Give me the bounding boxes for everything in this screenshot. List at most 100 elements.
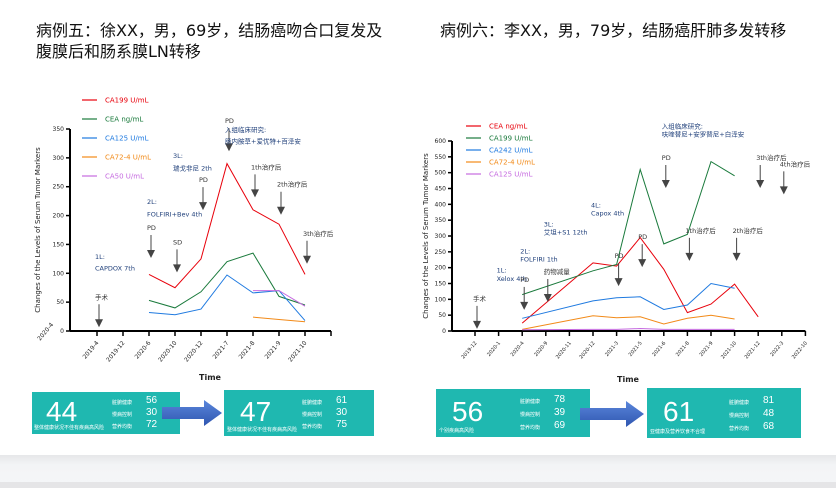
series-line xyxy=(253,290,306,307)
x-tick-label: 2022-10 xyxy=(791,340,809,360)
annotation-label: 手术 xyxy=(95,292,109,301)
x-tick-label: 2022-3 xyxy=(769,340,785,357)
metric-value: 72 xyxy=(146,419,158,430)
x-tick-label: 2020-11 xyxy=(555,340,573,360)
series-line xyxy=(522,282,735,319)
annotation-arrow-head xyxy=(661,180,670,188)
bottom-divider xyxy=(0,482,836,488)
score-subtitle: 亚健康及营养饮食不合理 xyxy=(650,429,706,435)
metric-value: 68 xyxy=(763,421,775,432)
annotation-label: 3L: xyxy=(544,221,554,229)
x-tick-label: 2019-12 xyxy=(460,340,478,360)
y-tick-label: 50 xyxy=(438,312,446,319)
metric-value: 78 xyxy=(554,394,566,405)
annotation-label: 1th治疗后 xyxy=(685,226,716,235)
metric-value: 69 xyxy=(554,420,566,431)
y-tick-label: 150 xyxy=(435,281,447,288)
y-tick-label: 0 xyxy=(442,328,446,335)
annotation-label: PD xyxy=(520,276,529,284)
annotation-label: 4th治疗后 xyxy=(780,159,811,168)
annotation-arrow-head xyxy=(685,252,694,261)
score-card-after: 47 整体健康状况不佳有疾病高风险 脏腑健康 慢病控制 营养均衡 61 30 7… xyxy=(224,390,374,436)
annotation-label: 入组临床研究: xyxy=(662,121,703,130)
y-tick-label: 250 xyxy=(53,184,65,191)
annotation-label: PD xyxy=(225,117,234,125)
arrow-right-icon xyxy=(162,400,222,426)
y-tick-label: 300 xyxy=(435,233,447,240)
y-tick-label: 450 xyxy=(435,186,447,193)
legend-label: CEA ng/mL xyxy=(489,123,527,131)
annotation-label: 1L: xyxy=(497,266,507,274)
annotation-label: SD xyxy=(173,238,182,246)
y-tick-label: 350 xyxy=(435,217,447,224)
score-value: 47 xyxy=(240,396,272,427)
score-subtitle: 个别疾病高风险 xyxy=(439,428,475,434)
metric-value: 30 xyxy=(336,407,348,418)
y-tick-label: 500 xyxy=(435,170,447,177)
metric-value: 61 xyxy=(336,395,348,406)
annotation-label: CAPDOX 7th xyxy=(95,264,135,272)
score-subtitle: 整体健康状况不佳有疾病高风险 xyxy=(227,427,298,433)
annotation-arrow-head xyxy=(756,180,765,188)
legend-label: CA125 U/mL xyxy=(105,135,149,143)
annotation-label: PD xyxy=(615,252,624,260)
metric-label: 脏腑健康 xyxy=(520,399,541,405)
case-5-title: 病例五：徐XX，男，69岁，结肠癌吻合口复发及腹膜后和肠系膜LN转移 xyxy=(36,21,383,61)
case-6-title: 病例六：李XX，男，79岁，结肠癌肝肺多发转移 xyxy=(440,21,787,40)
metric-label: 脏腑健康 xyxy=(302,400,323,406)
annotation-arrow-head xyxy=(303,255,311,264)
annotation-arrow-head xyxy=(199,202,207,211)
annotation-label: 1th治疗后 xyxy=(251,162,282,171)
series-line xyxy=(522,327,735,331)
annotation-arrow-head xyxy=(614,278,623,287)
annotation-label: PD xyxy=(638,233,647,241)
x-tick-label: 2021-12 xyxy=(744,340,762,360)
annotation-label: 2th治疗后 xyxy=(733,226,764,235)
annotation-arrow-head xyxy=(520,301,529,310)
legend-label: CA72-4 U/mL xyxy=(489,159,535,167)
y-tick-label: 550 xyxy=(435,154,447,161)
annotation-label: 呋喹替尼+安罗替尼+白泽安 xyxy=(662,129,745,138)
score-card-before: 44 整体健康状况不佳有疾病高风险 脏腑健康 慢病控制 营养均衡 56 30 7… xyxy=(32,392,180,434)
x-tick-label: 2020-1 xyxy=(486,340,502,357)
annotation-label: 2L: xyxy=(520,247,530,255)
x-tick-label: 2020-4 xyxy=(510,340,526,357)
score-subtitle: 整体健康状况不佳有疾病高风险 xyxy=(34,425,105,431)
annotation-label: 2th治疗后 xyxy=(277,180,308,189)
annotation-label: 2L: xyxy=(147,198,157,206)
y-tick-label: 350 xyxy=(53,126,65,133)
annotation-label: 手术 xyxy=(473,294,487,303)
annotation-label: 药物减量 xyxy=(544,267,571,276)
metric-label: 慢病控制 xyxy=(112,412,133,418)
series-line xyxy=(148,162,306,289)
legend-label: CA125 U/mL xyxy=(489,171,533,179)
metric-label: 营养均衡 xyxy=(729,426,750,432)
x-axis-label: Time xyxy=(199,373,222,382)
metric-value: 48 xyxy=(763,408,775,419)
score-value: 56 xyxy=(452,396,484,427)
y-tick-label: 200 xyxy=(53,213,65,220)
x-tick-label: 2021-8 xyxy=(675,340,691,357)
metric-value: 75 xyxy=(336,419,348,430)
series-line xyxy=(522,314,735,330)
score-card-before: 56 个别疾病高风险 脏腑健康 慢病控制 营养均衡 78 39 69 xyxy=(436,389,590,437)
x-tick-label: 2021-6 xyxy=(651,340,667,357)
annotation-label: PD xyxy=(147,224,156,232)
score-value: 61 xyxy=(663,396,695,427)
x-tick-label: 2021-10 xyxy=(720,340,738,360)
annotation-label: Xelox 4th xyxy=(497,275,527,283)
annotation-label: 1L: xyxy=(95,253,105,261)
y-tick-label: 100 xyxy=(435,296,447,303)
legend-label: CEA ng/mL xyxy=(105,116,143,124)
y-tick-label: 200 xyxy=(435,265,447,272)
x-tick-label: 2020-9 xyxy=(533,340,549,357)
series-line xyxy=(252,316,306,323)
annotation-arrow-head xyxy=(147,250,155,258)
legend-label: CA199 U/mL xyxy=(105,97,149,105)
metric-value: 30 xyxy=(146,407,158,418)
annotation-arrow-head xyxy=(543,294,552,302)
metric-value: 56 xyxy=(146,395,158,406)
